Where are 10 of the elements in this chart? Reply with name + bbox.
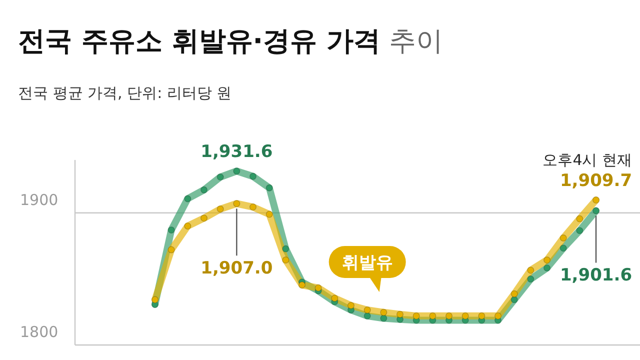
data-label: 1,931.6 [200, 142, 273, 162]
chart-title: 전국 주유소 휘발유·경유 가격 추이 [18, 26, 444, 57]
chart-subtitle: 전국 평균 가격, 단위: 리터당 원 [18, 84, 232, 102]
data-label: 1,909.7 [560, 171, 632, 192]
data-label: 1,901.6 [560, 266, 632, 286]
series-label: 휘발유 [342, 252, 393, 273]
y-tick-label: 1800 [20, 323, 58, 341]
data-label: 1,907.0 [200, 258, 273, 279]
y-tick-label: 1900 [20, 190, 58, 209]
annotation: 오후4시 현재 [542, 151, 632, 170]
